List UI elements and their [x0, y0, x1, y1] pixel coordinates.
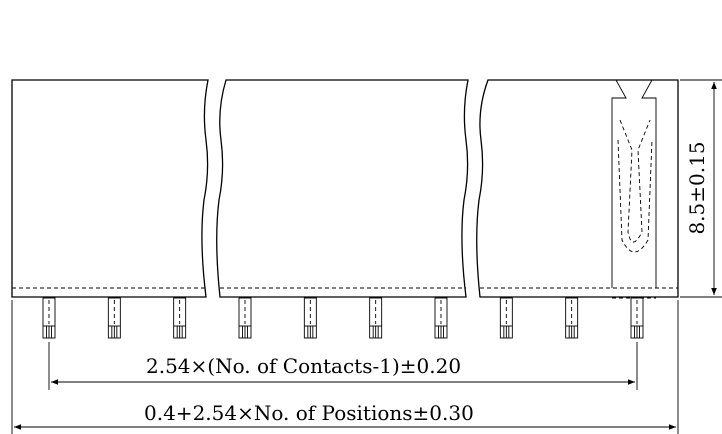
pin	[369, 297, 383, 339]
height-dimension: 8.5±0.15	[685, 82, 717, 295]
housing-segment-left	[11, 79, 209, 298]
overall-length-dimension: 0.4+2.54×No. of Positions±0.30	[14, 401, 676, 430]
pin-row	[42, 297, 644, 339]
housing-segment-middle	[216, 79, 469, 298]
pin	[303, 297, 317, 339]
extension-lines	[11, 79, 722, 434]
pin	[173, 297, 187, 339]
pin	[630, 297, 644, 339]
housing-segment-right	[476, 79, 679, 298]
pin	[42, 297, 56, 339]
contact-pitch-dimension: 2.54×(No. of Contacts-1)±0.20	[51, 354, 635, 385]
pin	[434, 297, 448, 339]
pin	[499, 297, 513, 339]
overall-length-label: 0.4+2.54×No. of Positions±0.30	[144, 401, 474, 425]
contact-pitch-label: 2.54×(No. of Contacts-1)±0.20	[146, 354, 461, 378]
pin	[238, 297, 252, 339]
height-dimension-label: 8.5±0.15	[685, 141, 709, 234]
pin	[565, 297, 579, 339]
pin	[107, 297, 121, 339]
contact-spring	[611, 79, 657, 299]
